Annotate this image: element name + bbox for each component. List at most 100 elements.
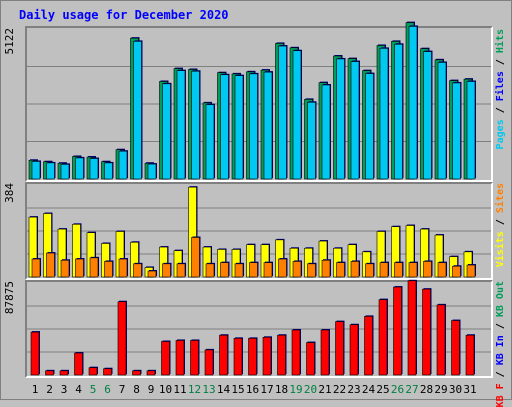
kb-f-bar [88,367,98,376]
day-label: 29 [434,383,447,396]
day-label: 27 [405,383,418,396]
files-bar [336,58,345,180]
sites-bar [89,257,99,278]
kb-f-bar [103,368,112,376]
files-bar [46,162,55,180]
sites-bar [220,262,229,278]
files-bar [118,150,128,180]
kb-f-bar [175,340,185,376]
day-label: 19 [289,383,302,396]
kb-f-bar [233,338,243,376]
day-label: 20 [304,383,317,396]
files-bar [423,51,432,180]
sites-bar [205,263,215,278]
day-label: 7 [119,383,126,396]
files-bar [191,70,200,180]
sites-bar [191,237,200,278]
day-label: 9 [148,383,155,396]
kb-f-bar [45,370,54,376]
kb-f-bar [132,370,141,376]
sites-bar [423,261,432,278]
kb-f-bar [277,334,286,376]
files-bar [31,161,41,180]
day-label: 6 [104,383,111,396]
kb-f-bar [422,288,431,376]
sites-bar [278,258,287,278]
day-label: 13 [202,383,215,396]
sites-bar [307,263,316,278]
files-bar [205,104,215,180]
kb-f-bar [74,352,83,376]
kb-f-bar [349,324,359,376]
day-label: 17 [260,383,273,396]
files-bar [452,82,461,180]
files-bar [379,48,389,180]
day-label: 15 [231,383,244,396]
chart-title: Daily usage for December 2020 [19,8,229,22]
sites-bar [118,258,128,278]
files-bar [234,75,244,180]
day-label: 31 [463,383,476,396]
day-label: 3 [61,383,68,396]
kb-f-bar [30,331,40,376]
kb-f-bar [248,338,257,376]
day-label: 25 [376,383,389,396]
sites-bar [379,262,389,278]
sites-bar [365,263,374,278]
sites-bar [31,258,41,278]
sites-bar [394,262,403,278]
sites-bar [60,259,70,278]
sites-bar [147,270,157,278]
files-bar [307,101,316,180]
files-bar [394,43,403,180]
sites-bar [176,263,186,278]
files-bar [220,74,229,180]
day-label: 12 [188,383,201,396]
sites-bar [292,261,302,278]
kb-f-bar [262,337,272,376]
sites-bar [263,262,273,278]
sites-bar [321,259,331,278]
kb-f-bar [219,334,228,376]
bar-chart: 1 2 3 4 5 6 7 8 9 10 11 12 13 14 15 16 17 18 19 20 21 22 23 24 2… [27,21,491,396]
kb-f-bar [306,342,315,376]
kb-f-bar [364,316,373,376]
kb-f-bar [161,341,170,376]
day-label: 1 [32,383,39,396]
files-bar [263,71,273,180]
day-label: 30 [449,383,462,396]
files-bar [176,70,186,180]
sites-bar [133,263,142,278]
sites-bar [350,261,360,278]
kb-f-bar [59,370,69,376]
day-label: 16 [246,383,259,396]
files-bar [89,158,99,180]
kb-f-bar [393,286,402,376]
day-label: 18 [275,383,288,396]
kb-f-bar [436,304,446,376]
sites-bar [336,262,345,278]
files-bar [408,26,418,180]
day-label: 10 [159,383,172,396]
sites-bar [46,252,55,278]
day-label: 14 [217,383,231,396]
files-bar [133,41,142,180]
files-bar [278,45,287,180]
day-label: 21 [318,383,331,396]
kb-f-bar [407,280,417,376]
files-bar [104,162,113,180]
kb-f-bar [465,334,475,376]
day-label: 26 [391,383,404,396]
sites-bar [437,262,447,278]
files-bar [60,164,70,180]
files-bar [249,73,258,180]
day-label: 28 [420,383,433,396]
files-bar [365,73,374,180]
sites-bar [452,265,461,278]
files-bar [292,50,302,180]
day-label: 4 [75,383,82,396]
kb-f-bar [190,340,199,376]
kb-f-bar [320,329,330,376]
sites-bar [249,262,258,278]
